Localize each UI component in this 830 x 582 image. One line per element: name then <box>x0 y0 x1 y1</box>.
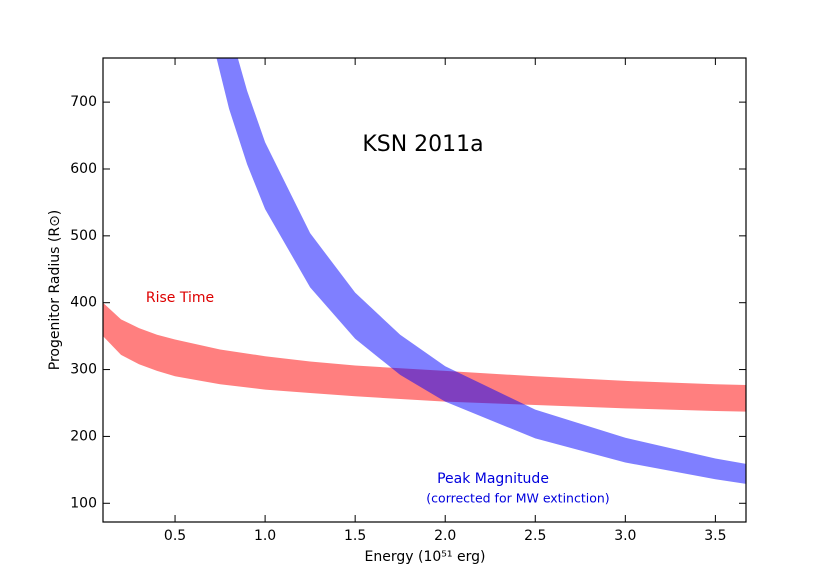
plot-frame <box>102 57 747 523</box>
band <box>103 302 746 412</box>
x-tick-label: 0.5 <box>164 528 186 544</box>
y-tick-label: 400 <box>70 295 97 311</box>
x-tick-label: 2.5 <box>524 528 546 544</box>
y-tick-label: 700 <box>70 94 97 110</box>
annotation: Peak Magnitude <box>437 471 549 487</box>
annotation: (corrected for MW extinction) <box>426 491 609 506</box>
y-tick-label: 300 <box>70 362 97 378</box>
x-tick-label: 3.5 <box>704 528 726 544</box>
y-axis-label: Progenitor Radius (R⊙) <box>47 210 63 371</box>
annotation: KSN 2011a <box>362 132 483 157</box>
y-tick-label: 100 <box>70 495 97 511</box>
x-tick-label: 2.0 <box>434 528 456 544</box>
x-axis-label: Energy (10⁵¹ erg) <box>365 549 486 565</box>
y-tick-label: 200 <box>70 428 97 444</box>
plot-area <box>103 58 746 484</box>
y-tick-label: 600 <box>70 161 97 177</box>
band <box>216 58 746 484</box>
x-tick-label: 3.0 <box>614 528 636 544</box>
x-tick-label: 1.5 <box>344 528 366 544</box>
annotation: Rise Time <box>146 290 214 306</box>
y-tick-label: 500 <box>70 228 97 244</box>
x-tick-label: 1.0 <box>254 528 276 544</box>
